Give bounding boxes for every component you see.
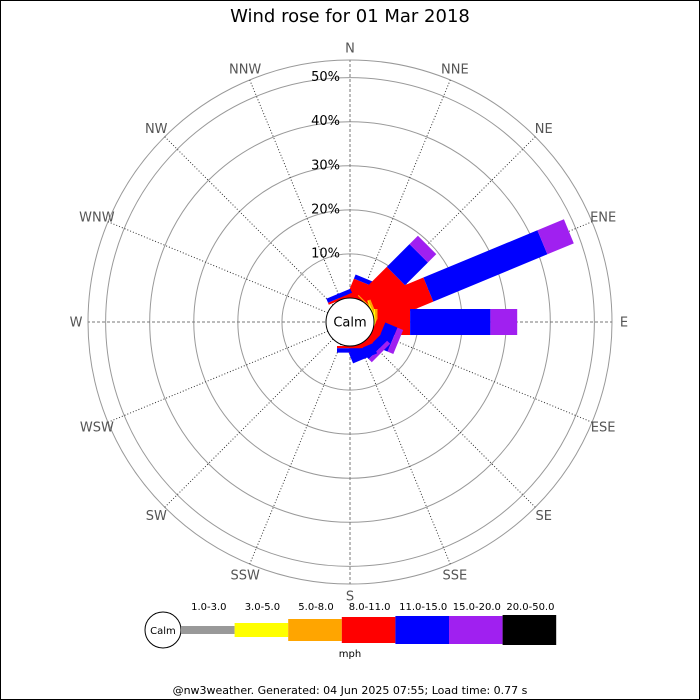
direction-label: NNE <box>441 62 469 77</box>
calm-label: Calm <box>333 316 366 331</box>
legend-label: 1.0-3.0 <box>191 602 226 613</box>
direction-label: W <box>70 316 83 331</box>
direction-label: WNW <box>79 211 115 226</box>
wind-segment <box>387 327 404 354</box>
wind-segment <box>328 292 353 305</box>
legend-swatch <box>234 623 289 637</box>
legend-swatch <box>288 619 342 641</box>
wind-segment <box>326 288 352 303</box>
wind-segment <box>386 244 428 286</box>
wind-segment <box>410 309 491 335</box>
wind-segment <box>537 219 574 255</box>
chart-title: Wind rose for 01 Mar 2018 <box>230 6 470 27</box>
direction-label: SW <box>146 509 167 524</box>
direction-label: NNW <box>229 62 261 77</box>
grid-ring <box>105 77 595 567</box>
direction-label: E <box>620 316 628 331</box>
legend-swatch <box>449 616 503 644</box>
wind-segment <box>423 230 548 302</box>
direction-label: WSW <box>80 420 114 435</box>
legend-label: 5.0-8.0 <box>298 602 333 613</box>
direction-label: ENE <box>590 211 616 226</box>
direction-label: NE <box>535 122 553 137</box>
wind-segment <box>490 309 518 335</box>
legend-label: 11.0-15.0 <box>399 602 447 613</box>
wind-segment <box>409 235 437 263</box>
legend-label: 8.0-11.0 <box>349 602 391 613</box>
legend-label: 20.0-50.0 <box>506 602 554 613</box>
legend-label: 15.0-20.0 <box>453 602 501 613</box>
unit-label: mph <box>339 649 361 660</box>
direction-label: S <box>346 590 354 605</box>
direction-label: SSE <box>442 569 467 584</box>
footer: @nw3weather. Generated: 04 Jun 2025 07:5… <box>173 684 528 697</box>
direction-label: SE <box>536 509 552 524</box>
legend-swatch <box>341 617 396 643</box>
legend-calm-label: Calm <box>150 626 176 637</box>
r-tick-label: 50% <box>311 70 340 85</box>
calm-circle <box>325 297 375 347</box>
legend-swatch <box>395 616 449 644</box>
r-tick-label: 20% <box>311 202 340 217</box>
wind-segment <box>348 343 378 364</box>
legend-swatch <box>502 615 557 645</box>
direction-label: NW <box>145 122 168 137</box>
legend-swatch <box>181 626 235 634</box>
r-tick-label: 10% <box>311 246 340 261</box>
wind-segment <box>368 340 391 363</box>
direction-label: ESE <box>591 420 616 435</box>
wind-segment <box>337 346 363 349</box>
legend-label: 3.0-5.0 <box>245 602 280 613</box>
direction-label: SSW <box>230 569 260 584</box>
direction-label: N <box>345 42 355 57</box>
r-tick-label: 30% <box>311 158 340 173</box>
r-tick-label: 40% <box>311 114 340 129</box>
wind-segment <box>337 348 363 353</box>
